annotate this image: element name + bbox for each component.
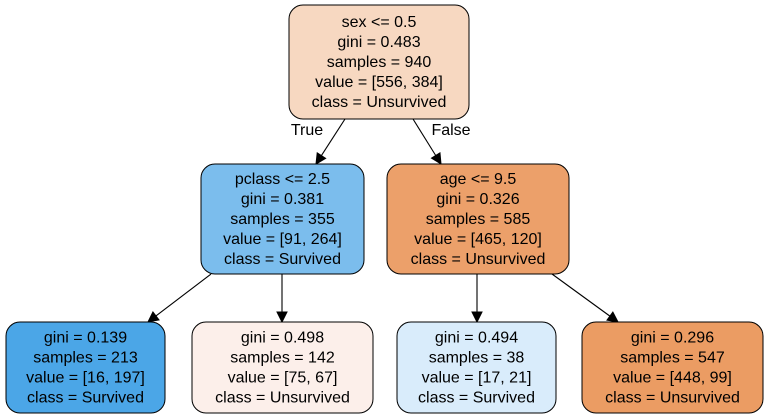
tree-node-lr: gini = 0.498 samples = 142 value = [75, 67… — [191, 321, 374, 414]
node-text-line: samples = 213 — [33, 350, 138, 367]
node-text-line: value = [448, 99] — [613, 370, 732, 387]
edge-right-rl — [471, 274, 483, 324]
node-box — [386, 163, 570, 275]
node-text-line: value = [17, 21] — [422, 370, 532, 387]
tree-node-left: pclass <= 2.5 gini = 0.381 samples = 355 va… — [200, 163, 365, 275]
node-text-line: class = Unsurvived — [215, 390, 350, 407]
node-text-line: samples = 940 — [327, 54, 432, 71]
edge-root-left: True — [291, 118, 346, 165]
edge-label: False — [431, 122, 470, 139]
edge-line — [320, 118, 346, 156]
edge-label: True — [291, 122, 323, 139]
edges-layer: True False — [147, 118, 619, 324]
nodes-layer: sex <= 0.5 gini = 0.483 samples = 940 value… — [5, 4, 764, 414]
node-box — [288, 4, 470, 120]
node-box — [581, 321, 764, 414]
arrow-head-icon — [606, 311, 619, 323]
edge-line — [551, 273, 611, 317]
node-text-line: samples = 142 — [230, 350, 335, 367]
tree-node-right: age <= 9.5 gini = 0.326 samples = 585 value… — [386, 163, 570, 275]
edge-right-rr — [551, 273, 619, 323]
arrow-head-icon — [471, 311, 483, 324]
tree-node-root: sex <= 0.5 gini = 0.483 samples = 940 value… — [288, 4, 470, 120]
edge-line — [155, 273, 212, 317]
node-text-line: gini = 0.494 — [435, 330, 518, 347]
edge-left-ll — [147, 273, 212, 323]
node-text-line: samples = 38 — [429, 350, 525, 367]
edge-root-right: False — [412, 118, 471, 165]
node-text-line: gini = 0.296 — [631, 330, 714, 347]
node-box — [191, 321, 374, 414]
node-text-line: pclass <= 2.5 — [235, 171, 330, 188]
arrow-head-icon — [276, 311, 288, 324]
node-text-line: value = [75, 67] — [228, 370, 338, 387]
node-text-line: gini = 0.381 — [241, 191, 324, 208]
node-text-line: value = [16, 197] — [26, 370, 145, 387]
node-text-line: age <= 9.5 — [440, 171, 517, 188]
node-box — [5, 321, 166, 414]
edge-line — [412, 118, 437, 156]
node-text-line: samples = 547 — [620, 350, 725, 367]
node-text-line: samples = 355 — [230, 211, 335, 228]
node-text-line: value = [556, 384] — [315, 74, 443, 91]
node-text-line: gini = 0.139 — [44, 330, 127, 347]
arrow-head-icon — [315, 152, 327, 165]
node-box — [200, 163, 365, 275]
arrow-head-icon — [147, 311, 160, 323]
node-text-line: class = Unsurvived — [312, 94, 447, 111]
arrow-head-icon — [430, 152, 442, 165]
tree-node-rl: gini = 0.494 samples = 38 value = [17, 21]… — [396, 321, 557, 414]
node-text-line: class = Survived — [27, 390, 144, 407]
node-text-line: value = [91, 264] — [223, 231, 342, 248]
node-text-line: gini = 0.483 — [337, 34, 420, 51]
tree-node-ll: gini = 0.139 samples = 213 value = [16, 19… — [5, 321, 166, 414]
node-text-line: class = Survived — [418, 390, 535, 407]
tree-node-rr: gini = 0.296 samples = 547 value = [448, 9… — [581, 321, 764, 414]
node-text-line: value = [465, 120] — [414, 231, 542, 248]
node-text-line: class = Unsurvived — [411, 251, 546, 268]
node-text-line: gini = 0.498 — [241, 330, 324, 347]
node-box — [396, 321, 557, 414]
node-text-line: samples = 585 — [426, 211, 531, 228]
edge-left-lr — [276, 274, 288, 324]
node-text-line: sex <= 0.5 — [342, 14, 417, 31]
node-text-line: class = Survived — [224, 251, 341, 268]
node-text-line: class = Unsurvived — [605, 390, 740, 407]
node-text-line: gini = 0.326 — [436, 191, 519, 208]
